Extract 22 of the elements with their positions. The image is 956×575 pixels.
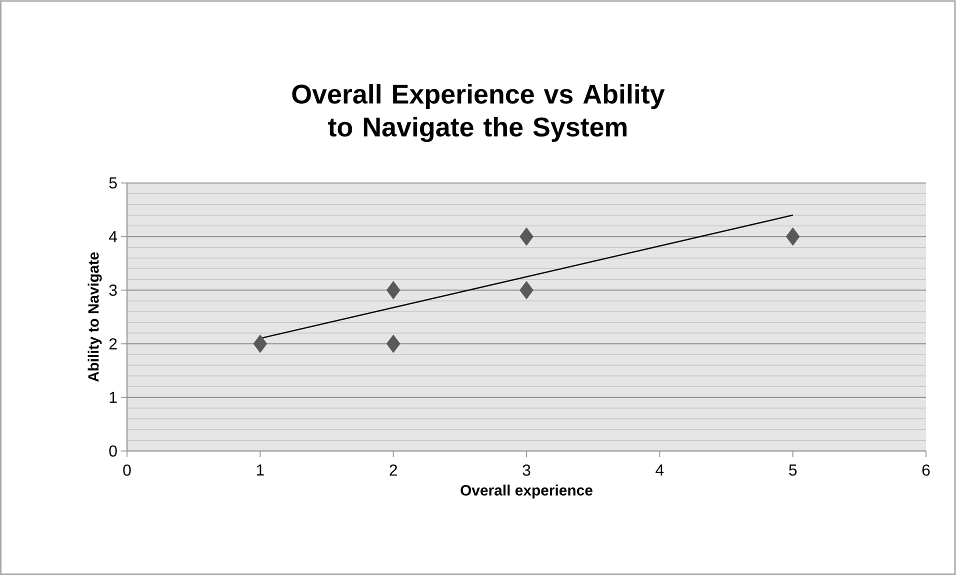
point bbox=[786, 227, 800, 246]
x-tick-label: 2 bbox=[390, 464, 397, 476]
x-tick-label: 1 bbox=[256, 464, 264, 476]
point bbox=[520, 227, 534, 246]
y-tick-label: 5 bbox=[109, 177, 117, 189]
y-axis-title: Ability to Navigate bbox=[88, 252, 102, 382]
y-tick-label: 3 bbox=[109, 284, 117, 296]
y-tick-label: 1 bbox=[110, 392, 117, 403]
x-tick-label: 3 bbox=[522, 464, 530, 476]
point bbox=[386, 280, 400, 300]
y-tick-label: 2 bbox=[109, 338, 117, 350]
x-tick-label: 6 bbox=[922, 464, 930, 476]
y-tick-label: 0 bbox=[109, 445, 117, 457]
x-axis-title: Overall experience bbox=[460, 484, 592, 499]
y-tick-label: 4 bbox=[108, 231, 118, 242]
x-tick-label: 4 bbox=[656, 464, 664, 476]
point bbox=[253, 334, 268, 353]
x-tick-label: 0 bbox=[123, 464, 131, 476]
x-tick-label: 5 bbox=[789, 464, 797, 476]
chart-title: Overall Experience vs Ability to Navigate the System bbox=[292, 84, 665, 142]
point bbox=[386, 334, 400, 353]
point bbox=[520, 280, 534, 300]
